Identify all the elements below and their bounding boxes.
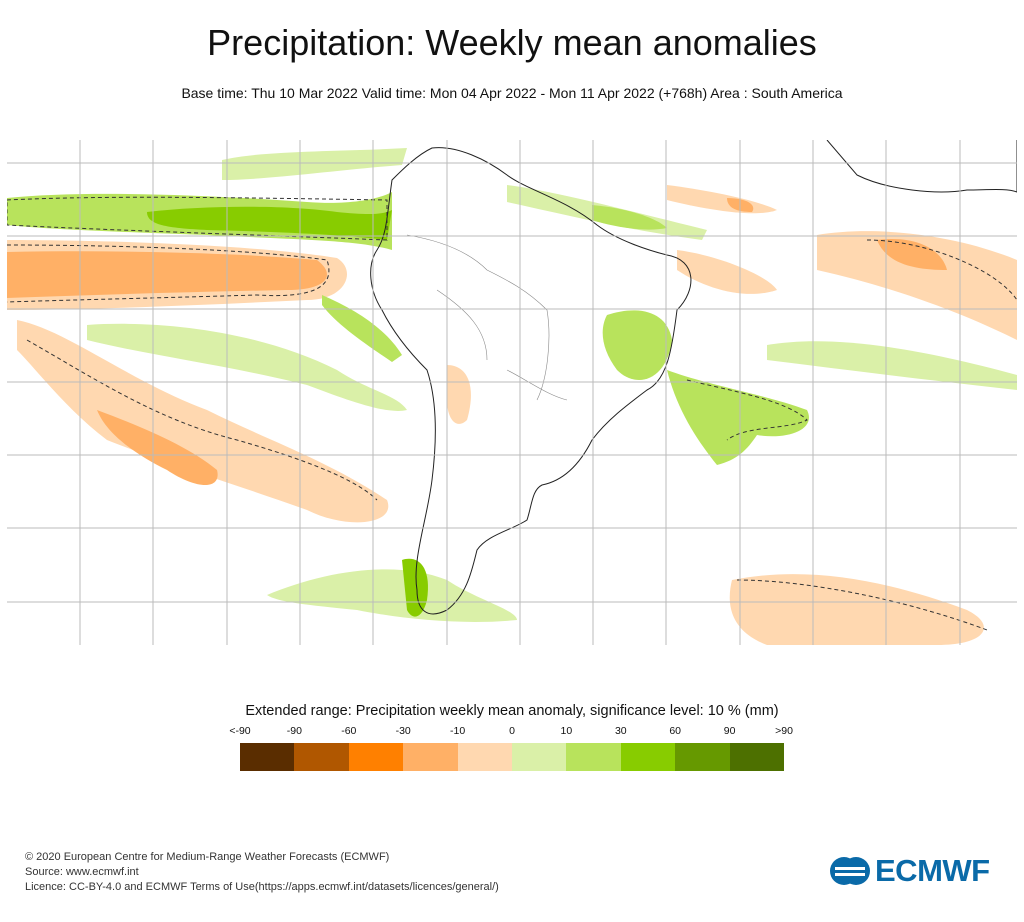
positive-anomaly-region (602, 310, 672, 380)
legend-color-swatch (729, 743, 785, 771)
gridlines (7, 140, 1017, 645)
legend-color-swatch (403, 743, 458, 771)
legend-tick: -10 (450, 725, 466, 737)
legend-tick: <-90 (229, 725, 251, 737)
copyright: © 2020 European Centre for Medium-Range … (25, 851, 390, 863)
chart-subtitle: Base time: Thu 10 Mar 2022 Valid time: M… (181, 85, 843, 101)
country-borders (406, 234, 568, 401)
legend-tick: 90 (723, 725, 736, 737)
ecmwf-logo-icon (830, 857, 870, 885)
legend-color-swatch (294, 743, 349, 771)
legend-tick: -90 (286, 725, 302, 737)
negative-anomaly-region (817, 231, 1017, 340)
legend-ticks: <-90 -90 -60 -30 -10 0 10 30 60 90 >90 (229, 725, 793, 739)
south-america-coastline (370, 147, 692, 615)
ecmwf-logo: ECMWF (829, 853, 990, 889)
negative-anomaly-region (677, 250, 777, 294)
positive-anomaly-region (87, 323, 407, 411)
legend-color-swatch (620, 743, 676, 771)
positive-anomaly-region (267, 569, 517, 622)
positive-anomaly-region (322, 295, 402, 362)
legend-tick: 10 (560, 725, 573, 737)
source: Source: www.ecmwf.int (25, 866, 139, 878)
legend-tick: 30 (614, 725, 627, 737)
africa-coastline (826, 140, 1017, 193)
legend-tick: 0 (509, 725, 515, 737)
positive-anomaly-region (667, 370, 809, 465)
legend-color-swatch (457, 743, 513, 771)
coastlines (370, 140, 1017, 615)
negative-anomaly-region (7, 251, 327, 298)
anomaly-fields (7, 148, 1017, 645)
negative-anomaly-region (97, 410, 218, 485)
legend-color-swatch (240, 743, 295, 771)
legend-title: Extended range: Precipitation weekly mea… (245, 703, 779, 719)
negative-anomaly-region (447, 365, 471, 424)
legend-color-swatch (512, 743, 567, 771)
legend-color-swatch (675, 743, 730, 771)
positive-anomaly-region (222, 148, 407, 180)
significance-contours (7, 196, 1017, 631)
legend-tick: >90 (775, 725, 793, 737)
licence: Licence: CC-BY-4.0 and ECMWF Terms of Us… (25, 881, 499, 893)
negative-anomaly-region (877, 239, 947, 270)
positive-anomaly-region (767, 341, 1017, 390)
negative-anomaly-region (667, 185, 777, 214)
legend-color-swatch (566, 743, 621, 771)
legend-colorbar (240, 743, 785, 771)
logo-text: ECMWF (875, 853, 990, 888)
legend-color-swatch (348, 743, 404, 771)
negative-anomaly-region (729, 574, 984, 645)
legend-tick: -30 (395, 725, 411, 737)
negative-anomaly-region (17, 320, 389, 523)
strong-positive-anomaly-region (147, 206, 392, 240)
legend-tick: 60 (669, 725, 682, 737)
positive-anomaly-region (592, 205, 667, 230)
legend-tick: -60 (341, 725, 357, 737)
anomaly-map (7, 140, 1017, 645)
footer: © 2020 European Centre for Medium-Range … (25, 850, 499, 895)
chart-title: Precipitation: Weekly mean anomalies (207, 22, 817, 63)
